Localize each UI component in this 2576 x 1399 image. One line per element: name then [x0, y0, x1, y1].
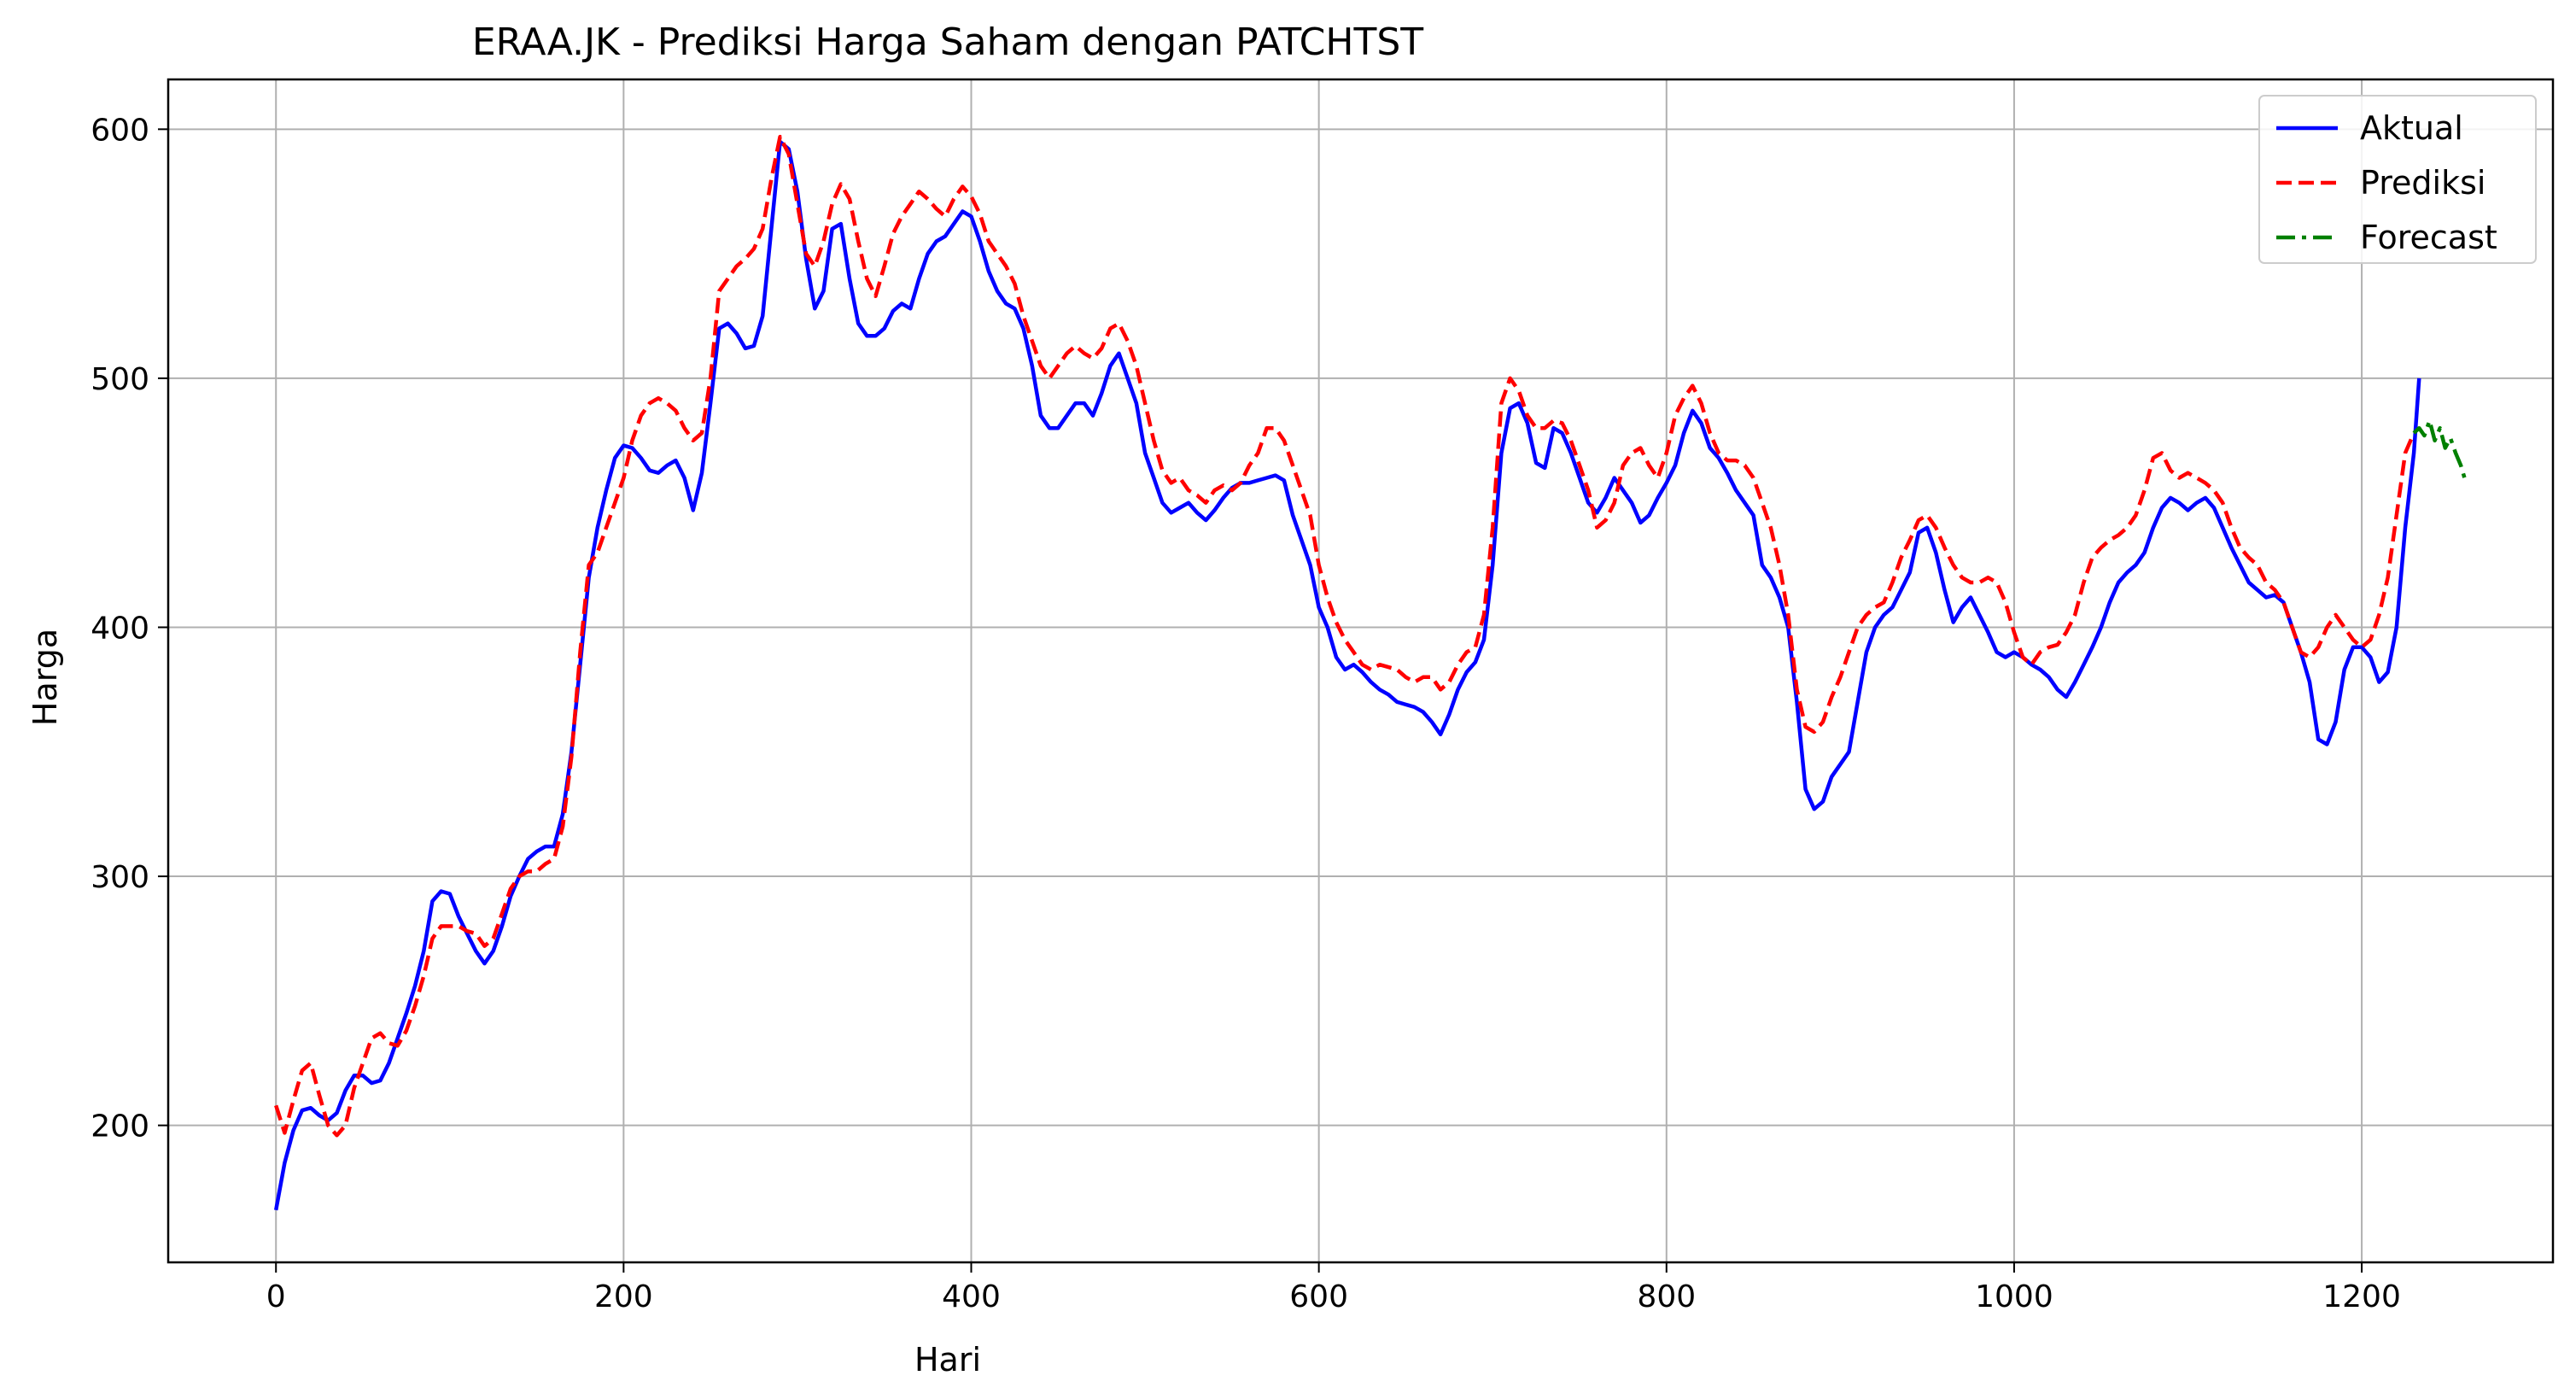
- series-line-prediksi: [274, 134, 2416, 1138]
- series-lines: [273, 134, 2468, 1211]
- x-tick-label: 600: [1289, 1279, 1348, 1314]
- x-axis-label: Hari: [914, 1341, 981, 1379]
- y-tick-label: 500: [91, 362, 149, 397]
- y-axis-label: Harga: [26, 629, 64, 726]
- y-tick-label: 600: [91, 113, 149, 148]
- x-tick-label: 200: [594, 1279, 653, 1314]
- y-tick-label: 400: [91, 611, 149, 646]
- chart-title: ERAA.JK - Prediksi Harga Saham dengan PA…: [472, 20, 1423, 64]
- legend: Aktual Prediksi Forecast: [2258, 95, 2537, 264]
- x-tick-label: 0: [266, 1279, 286, 1314]
- plot-frame: [166, 78, 2555, 1264]
- legend-label: Aktual: [2360, 109, 2463, 147]
- y-tick-label: 300: [91, 860, 149, 895]
- y-tick-label: 200: [91, 1109, 149, 1144]
- series-line-forecast: [2412, 419, 2468, 484]
- series-line-aktual: [273, 139, 2421, 1211]
- x-tick-label: 1200: [2322, 1279, 2401, 1314]
- grid-lines: [168, 79, 2553, 1262]
- axis-ticks: 0 200 400 600 800 1000 1200 200 300 400 500 600: [91, 113, 2401, 1314]
- legend-label: Forecast: [2360, 219, 2497, 256]
- legend-label: Prediksi: [2360, 164, 2485, 202]
- x-tick-label: 1000: [1975, 1279, 2053, 1314]
- x-tick-label: 400: [942, 1279, 1001, 1314]
- legend-box: [2258, 95, 2537, 264]
- x-tick-label: 800: [1637, 1279, 1696, 1314]
